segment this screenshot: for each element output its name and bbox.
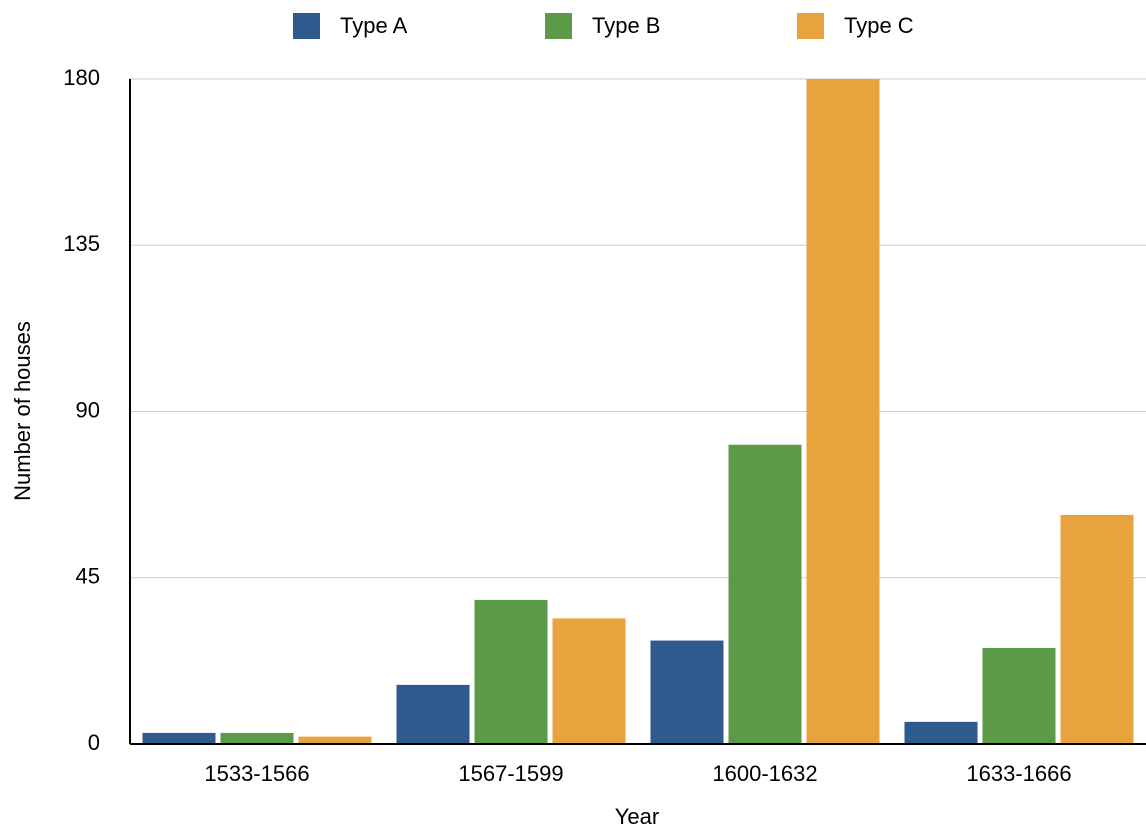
bar — [552, 618, 626, 744]
y-tick-label: 45 — [76, 564, 100, 589]
legend-swatch — [545, 13, 572, 39]
bar — [220, 732, 294, 744]
bar — [298, 736, 372, 744]
legend-label: Type A — [340, 13, 408, 38]
bar — [904, 721, 978, 744]
x-tick-label: 1567-1599 — [458, 761, 563, 786]
x-axis-title: Year — [615, 804, 659, 829]
bar — [396, 684, 470, 744]
legend-swatch — [293, 13, 320, 39]
x-tick-label: 1600-1632 — [712, 761, 817, 786]
y-axis-title: Number of houses — [10, 321, 35, 501]
bar — [982, 647, 1056, 744]
y-tick-label: 135 — [63, 231, 100, 256]
y-tick-label: 90 — [76, 397, 100, 422]
bar — [728, 444, 802, 744]
x-tick-label: 1533-1566 — [204, 761, 309, 786]
bar — [650, 640, 724, 744]
bar — [142, 732, 216, 744]
legend-label: Type B — [592, 13, 660, 38]
legend-swatch — [797, 13, 824, 39]
y-tick-label: 0 — [88, 730, 100, 755]
bar — [1060, 514, 1134, 744]
legend-label: Type C — [844, 13, 914, 38]
x-tick-label: 1633-1666 — [966, 761, 1071, 786]
bar — [474, 599, 548, 744]
bar — [806, 79, 880, 744]
y-tick-label: 180 — [63, 65, 100, 90]
